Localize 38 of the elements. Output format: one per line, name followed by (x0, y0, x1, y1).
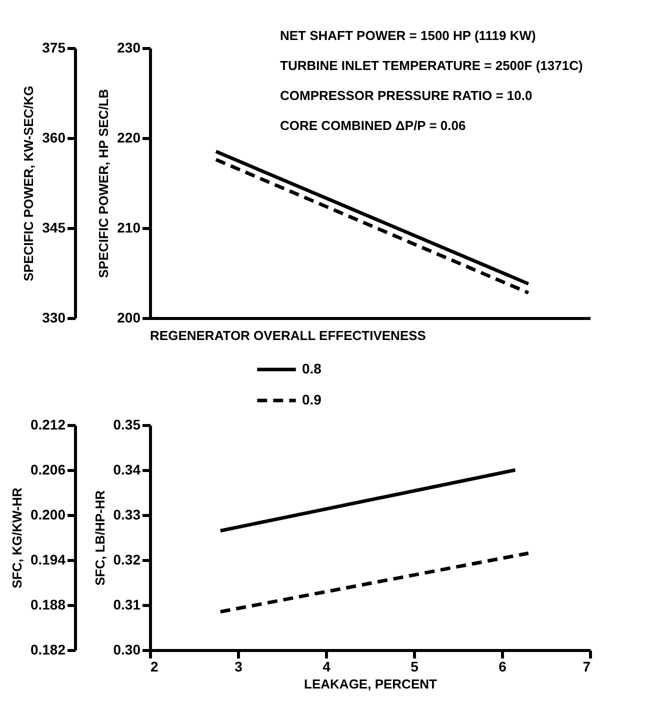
y2-tick-label: 0.182 (30, 642, 66, 658)
y2-tick-label: 330 (42, 310, 66, 326)
text: NET SHAFT POWER = 1500 HP (1119 KW) (280, 28, 536, 43)
annotation: CORE COMBINED ΔP/P = 0.06 (280, 118, 466, 133)
y2-tick-label: 360 (42, 130, 66, 146)
y2-tick-label: 0.200 (30, 506, 66, 522)
y-tick-label: 0.32 (113, 552, 141, 568)
legend-label: 0.8 (302, 360, 322, 376)
y-tick-label: 200 (117, 310, 141, 326)
y2-tick-label: 0.212 (30, 416, 66, 432)
y2-axis-title: SPECIFIC POWER, KW-SEC/KG (21, 86, 36, 282)
annotation: TURBINE INLET TEMPERATURE = 2500F (1371C) (280, 58, 583, 73)
y-tick-label: 230 (117, 40, 141, 56)
y2-tick-label: 0.206 (30, 462, 66, 478)
y-tick-label: 210 (117, 220, 141, 236)
y2-axis-title: SFC, KG/KW-HR (9, 486, 24, 588)
y-tick-label: 0.30 (113, 642, 141, 658)
y-tick-label: 220 (117, 130, 141, 146)
y-tick-label: 0.34 (113, 462, 141, 478)
x-tick-label: 4 (322, 658, 331, 674)
y2-tick-label: 0.194 (30, 552, 66, 568)
y-axis-title: SFC, LB/HP-HR (92, 490, 108, 586)
x-tick-label: 6 (498, 658, 507, 674)
y2-tick-label: 375 (42, 40, 66, 56)
x-axis-title: LEAKAGE, PERCENT (304, 676, 438, 692)
y2-tick-label: 0.188 (30, 596, 66, 612)
x-tick-label: 3 (234, 658, 243, 674)
y-axis-title: SPECIFIC POWER, HP SEC/LB (96, 88, 112, 278)
annotation: COMPRESSOR PRESSURE RATIO = 10.0 (280, 88, 532, 103)
x-tick-label: 5 (410, 658, 419, 674)
x-tick-label: 2 (150, 658, 158, 674)
legend-title: REGENERATOR OVERALL EFFECTIVENESS (150, 328, 426, 343)
y-tick-label: 0.31 (113, 596, 141, 612)
legend-label: 0.9 (302, 392, 322, 408)
y-tick-label: 0.35 (113, 416, 141, 432)
x-tick-label: 7 (582, 658, 591, 674)
y-tick-label: 0.33 (113, 506, 141, 522)
y2-tick-label: 345 (42, 220, 66, 236)
